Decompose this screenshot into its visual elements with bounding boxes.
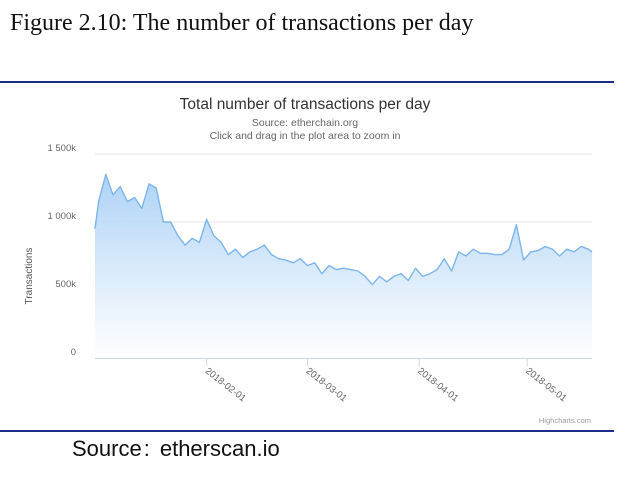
highcharts-credit[interactable]: Highcharts.com bbox=[539, 416, 591, 425]
top-rule bbox=[0, 81, 614, 83]
source-label: Source bbox=[72, 436, 142, 461]
chart-subtitle-source: Source: etherchain.org bbox=[252, 117, 358, 129]
bottom-rule bbox=[0, 430, 614, 432]
y-tick-label: 500k bbox=[55, 279, 76, 290]
series-area-fill bbox=[95, 174, 592, 358]
y-tick-label: 1 500k bbox=[47, 143, 76, 154]
y-axis-label: Transactions bbox=[24, 248, 35, 305]
x-tick-label: 2018-05-01 bbox=[523, 366, 568, 405]
source-separator: : bbox=[143, 436, 150, 461]
chart-subtitle-zoom-hint: Click and drag in the plot area to zoom … bbox=[210, 130, 401, 142]
x-tick-label: 2018-02-01 bbox=[203, 366, 248, 405]
y-tick-label: 1 000k bbox=[47, 211, 76, 222]
source-caption: Source: etherscan.io bbox=[72, 436, 280, 462]
transactions-chart[interactable]: Total number of transactions per day Sou… bbox=[0, 84, 614, 428]
series-line bbox=[94, 173, 593, 286]
source-value: etherscan.io bbox=[159, 436, 280, 461]
chart-title: Total number of transactions per day bbox=[180, 96, 431, 113]
x-tick-label: 2018-04-01 bbox=[415, 366, 460, 405]
x-tick-label: 2018-03-01 bbox=[304, 366, 349, 405]
figure-caption: Figure 2.10: The number of transactions … bbox=[10, 10, 474, 36]
chart-container[interactable]: Total number of transactions per day Sou… bbox=[0, 84, 614, 428]
y-tick-label: 0 bbox=[71, 347, 76, 358]
